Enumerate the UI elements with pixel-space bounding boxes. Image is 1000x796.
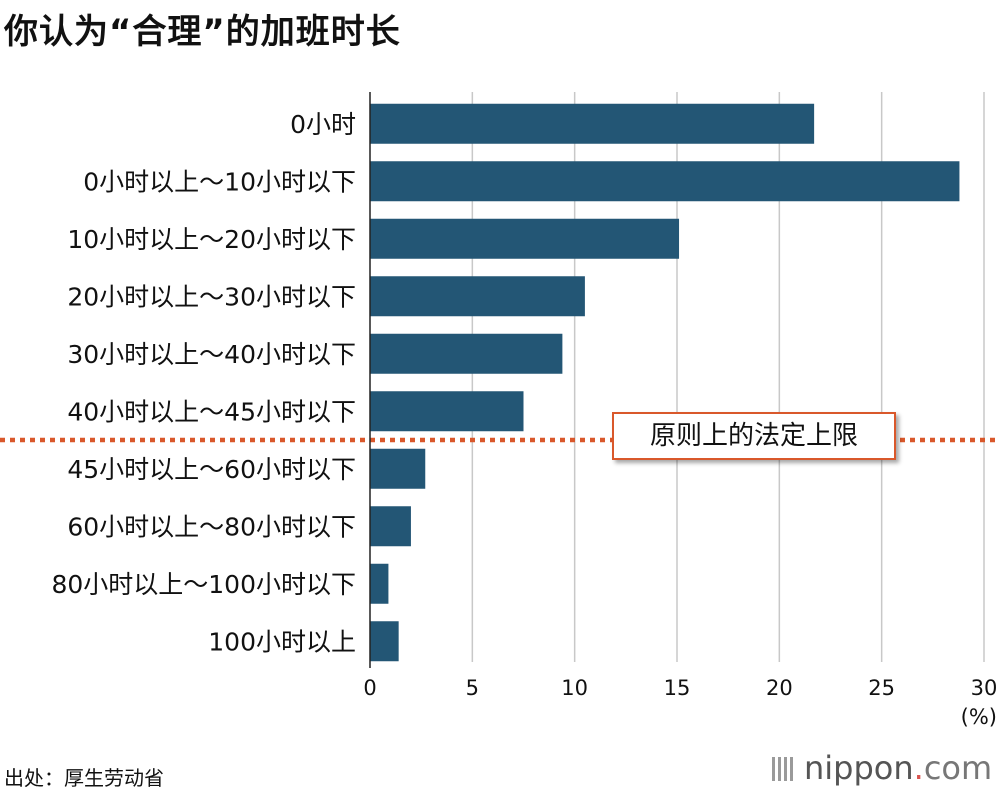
category-label: 60小时以上～80小时以下 bbox=[67, 512, 356, 541]
x-tick-label: 10 bbox=[561, 676, 588, 700]
category-label: 30小时以上～40小时以下 bbox=[67, 340, 356, 369]
category-label: 40小时以上～45小时以下 bbox=[67, 397, 356, 426]
category-label: 100小时以上 bbox=[208, 627, 356, 656]
bar bbox=[370, 161, 960, 202]
logo-suffix: com bbox=[923, 749, 993, 787]
x-tick-label: 30 bbox=[971, 676, 998, 700]
category-label: 80小时以上～100小时以下 bbox=[51, 570, 356, 599]
bar bbox=[370, 276, 585, 317]
bar bbox=[370, 621, 399, 662]
category-label: 10小时以上～20小时以下 bbox=[67, 225, 356, 254]
nippon-logo: nippon.com bbox=[772, 752, 992, 784]
x-tick-label: 5 bbox=[466, 676, 479, 700]
bar bbox=[370, 333, 563, 374]
category-label: 45小时以上～60小时以下 bbox=[67, 455, 356, 484]
bar bbox=[370, 506, 411, 547]
x-tick-label: 15 bbox=[664, 676, 691, 700]
logo-bars-icon bbox=[772, 757, 796, 781]
bar bbox=[370, 103, 815, 144]
x-tick-label: 25 bbox=[868, 676, 895, 700]
x-tick-label: 20 bbox=[766, 676, 793, 700]
category-label: 0小时以上～10小时以下 bbox=[83, 167, 356, 196]
bar bbox=[370, 391, 524, 432]
bar bbox=[370, 563, 389, 604]
logo-dot: . bbox=[913, 749, 924, 787]
category-label: 0小时 bbox=[290, 110, 356, 139]
bar bbox=[370, 218, 680, 259]
logo-name: nippon bbox=[804, 749, 914, 787]
bars bbox=[370, 103, 960, 662]
bar bbox=[370, 448, 426, 489]
x-unit-label: (%) bbox=[961, 705, 997, 729]
category-label: 20小时以上～30小时以下 bbox=[67, 282, 356, 311]
category-labels: 0小时 0小时以上～10小时以下 10小时以上～20小时以下 20小时以上～30小时以… bbox=[51, 110, 356, 657]
source-note: 出处：厚生劳动省 bbox=[4, 766, 164, 790]
tick-labels: 0 5 10 15 20 25 30 (%) bbox=[363, 676, 997, 729]
x-tick-label: 0 bbox=[363, 676, 376, 700]
legal-limit-label: 原则上的法定上限 bbox=[612, 412, 896, 460]
chart-title: 你认为“合理”的加班时长 bbox=[4, 12, 401, 52]
